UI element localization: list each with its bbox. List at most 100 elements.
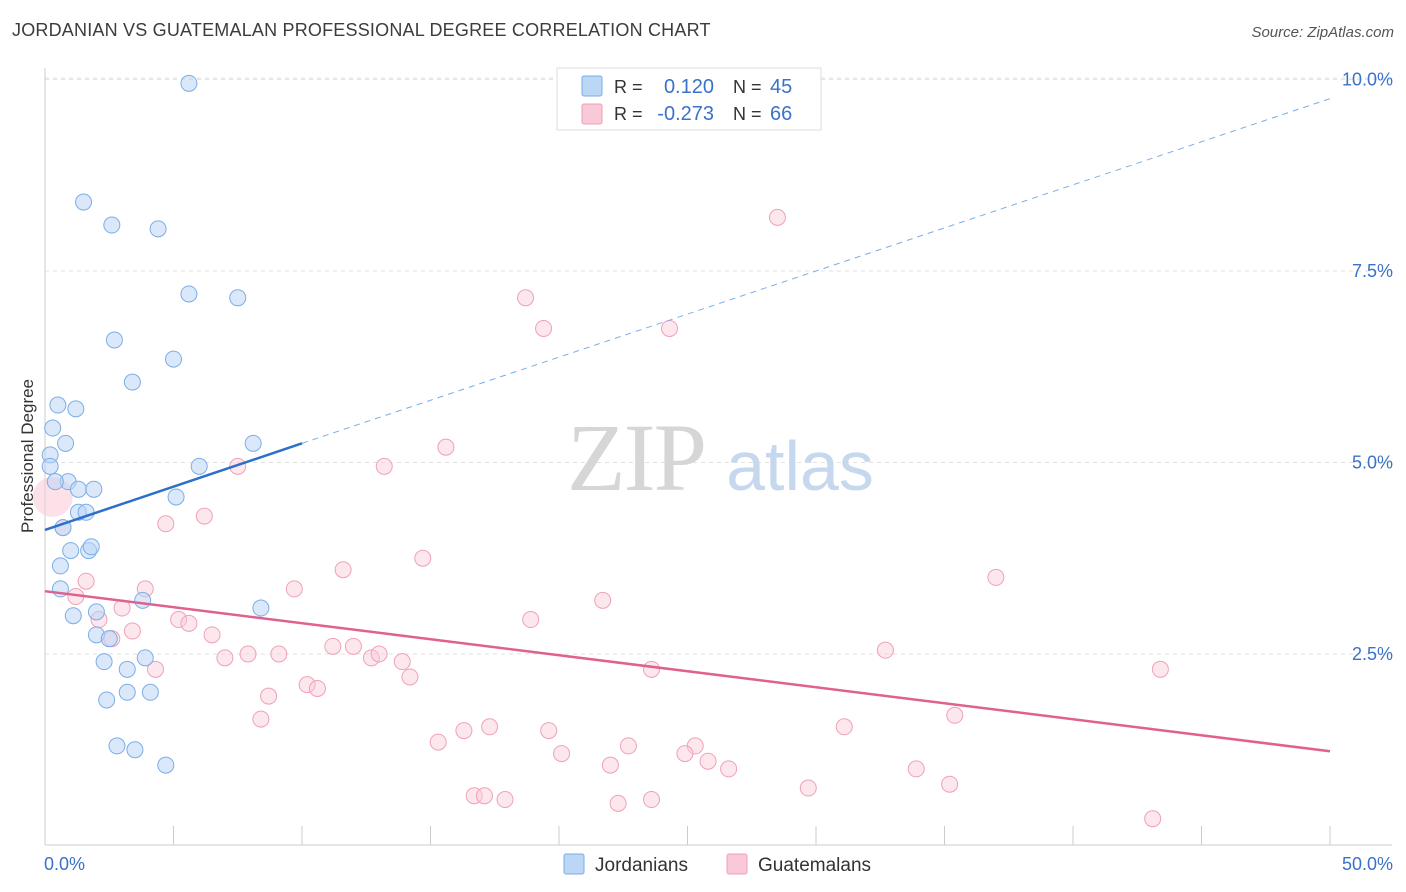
trend-lines <box>44 98 1331 753</box>
jordanians-point-5 <box>229 289 247 307</box>
legend-r-label-2: R = <box>614 104 643 124</box>
jordanians-point-43 <box>126 741 144 759</box>
legend-bottom: Jordanians Guatemalans <box>563 853 871 876</box>
legend-r-value-2: -0.273 <box>657 103 714 125</box>
jordanians-point-6 <box>105 331 123 349</box>
guatemalans-point-62 <box>496 791 514 809</box>
legend-swatch-jordanians <box>581 75 603 97</box>
guatemalans-point-61 <box>475 787 493 805</box>
jordanians-point-16 <box>190 457 208 475</box>
guatemalans-point-31 <box>270 645 288 663</box>
jordanians-point-27 <box>82 538 100 556</box>
jordanians-point-10 <box>67 400 85 418</box>
guatemalans-point-64 <box>609 794 627 812</box>
guatemalans-point-14 <box>77 572 95 590</box>
jordanians-point-15 <box>41 457 59 475</box>
guatemalans-point-60 <box>465 787 483 805</box>
jordanians-point-35 <box>100 630 118 648</box>
guatemalans-points <box>32 208 1169 828</box>
guatemalans-point-50 <box>619 737 637 755</box>
trend-jordanians-solid <box>44 442 303 532</box>
y-axis-label: Professional Degree <box>18 379 37 533</box>
jordanians-point-44 <box>157 756 175 774</box>
jordanians-point-9 <box>49 396 67 414</box>
guatemalans-point-25 <box>203 626 221 644</box>
guatemalans-point-23 <box>522 611 540 629</box>
legend-top: R = 0.120 N = 45 R = -0.273 N = 66 <box>556 67 822 131</box>
guatemalans-point-59 <box>799 779 817 797</box>
guatemalans-point-43 <box>252 710 270 728</box>
x-tick-label-1: 50.0% <box>1342 854 1393 874</box>
legend-bottom-label-guatemalans: Guatemalans <box>758 855 871 876</box>
jordanians-point-20 <box>85 480 103 498</box>
legend-bottom-swatch-guatemalans <box>726 853 748 875</box>
guatemalans-point-30 <box>239 645 257 663</box>
jordanians-point-37 <box>95 653 113 671</box>
guatemalans-point-8 <box>195 507 213 525</box>
chart-title: JORDANIAN VS GUATEMALAN PROFESSIONAL DEG… <box>12 20 711 40</box>
guatemalans-point-44 <box>946 706 964 724</box>
guatemalans-point-38 <box>147 660 165 678</box>
jordanians-point-33 <box>64 607 82 625</box>
guatemalans-point-9 <box>157 515 175 533</box>
guatemalans-point-11 <box>414 549 432 567</box>
guatemalans-point-28 <box>344 637 362 655</box>
guatemalans-point-29 <box>216 649 234 667</box>
grid <box>45 77 1392 655</box>
guatemalans-point-63 <box>643 791 661 809</box>
legend-r-value-1: 0.120 <box>664 76 714 98</box>
trend-guatemalans <box>44 589 1331 753</box>
guatemalans-point-55 <box>601 756 619 774</box>
y-tick-label-1: 5.0% <box>1352 453 1393 473</box>
guatemalans-point-37 <box>1151 660 1169 678</box>
jordanians-point-36 <box>136 649 154 667</box>
guatemalans-point-53 <box>676 745 694 763</box>
guatemalans-point-41 <box>308 679 326 697</box>
trend-jordanians-dashed <box>301 98 1331 444</box>
x-tick-label-0: 0.0% <box>44 854 85 874</box>
guatemalans-point-49 <box>429 733 447 751</box>
jordanians-point-2 <box>103 216 121 234</box>
watermark: ZIP atlas <box>567 404 874 511</box>
watermark-zip: ZIP <box>567 404 705 511</box>
guatemalans-point-47 <box>540 722 558 740</box>
jordanians-point-8 <box>123 373 141 391</box>
source-label: Source: ZipAtlas.com <box>1251 24 1394 41</box>
guatemalans-point-34 <box>393 653 411 671</box>
guatemalans-point-35 <box>876 641 894 659</box>
guatemalans-point-46 <box>835 718 853 736</box>
guatemalans-point-52 <box>553 745 571 763</box>
guatemalans-point-65 <box>1144 810 1162 828</box>
jordanians-point-19 <box>69 480 87 498</box>
guatemalans-point-3 <box>535 319 553 337</box>
legend-n-value-2: 66 <box>770 103 792 125</box>
guatemalans-point-40 <box>298 676 316 694</box>
guatemalans-point-58 <box>941 775 959 793</box>
guatemalans-point-42 <box>260 687 278 705</box>
guatemalans-point-33 <box>370 645 388 663</box>
legend-bottom-swatch-jordanians <box>563 853 585 875</box>
guatemalans-point-45 <box>481 718 499 736</box>
y-tick-label-2: 7.5% <box>1352 261 1393 281</box>
guatemalans-point-12 <box>334 561 352 579</box>
guatemalans-point-22 <box>180 614 198 632</box>
jordanians-point-31 <box>252 599 270 617</box>
jordanians-point-40 <box>141 683 159 701</box>
legend-n-label-1: N = <box>733 77 762 97</box>
jordanians-point-32 <box>87 603 105 621</box>
guatemalans-point-27 <box>324 637 342 655</box>
legend-n-value-1: 45 <box>770 76 792 98</box>
guatemalans-point-57 <box>907 760 925 778</box>
guatemalans-point-48 <box>455 722 473 740</box>
jordanians-point-3 <box>149 220 167 238</box>
guatemalans-point-4 <box>661 319 679 337</box>
guatemalans-point-2 <box>517 289 535 307</box>
jordanians-point-30 <box>134 591 152 609</box>
jordanians-point-7 <box>165 350 182 368</box>
jordanians-point-25 <box>62 542 80 560</box>
jordanians-point-39 <box>118 683 136 701</box>
guatemalans-point-54 <box>699 752 717 770</box>
guatemalans-point-24 <box>123 622 141 640</box>
jordanians-point-13 <box>244 434 262 452</box>
